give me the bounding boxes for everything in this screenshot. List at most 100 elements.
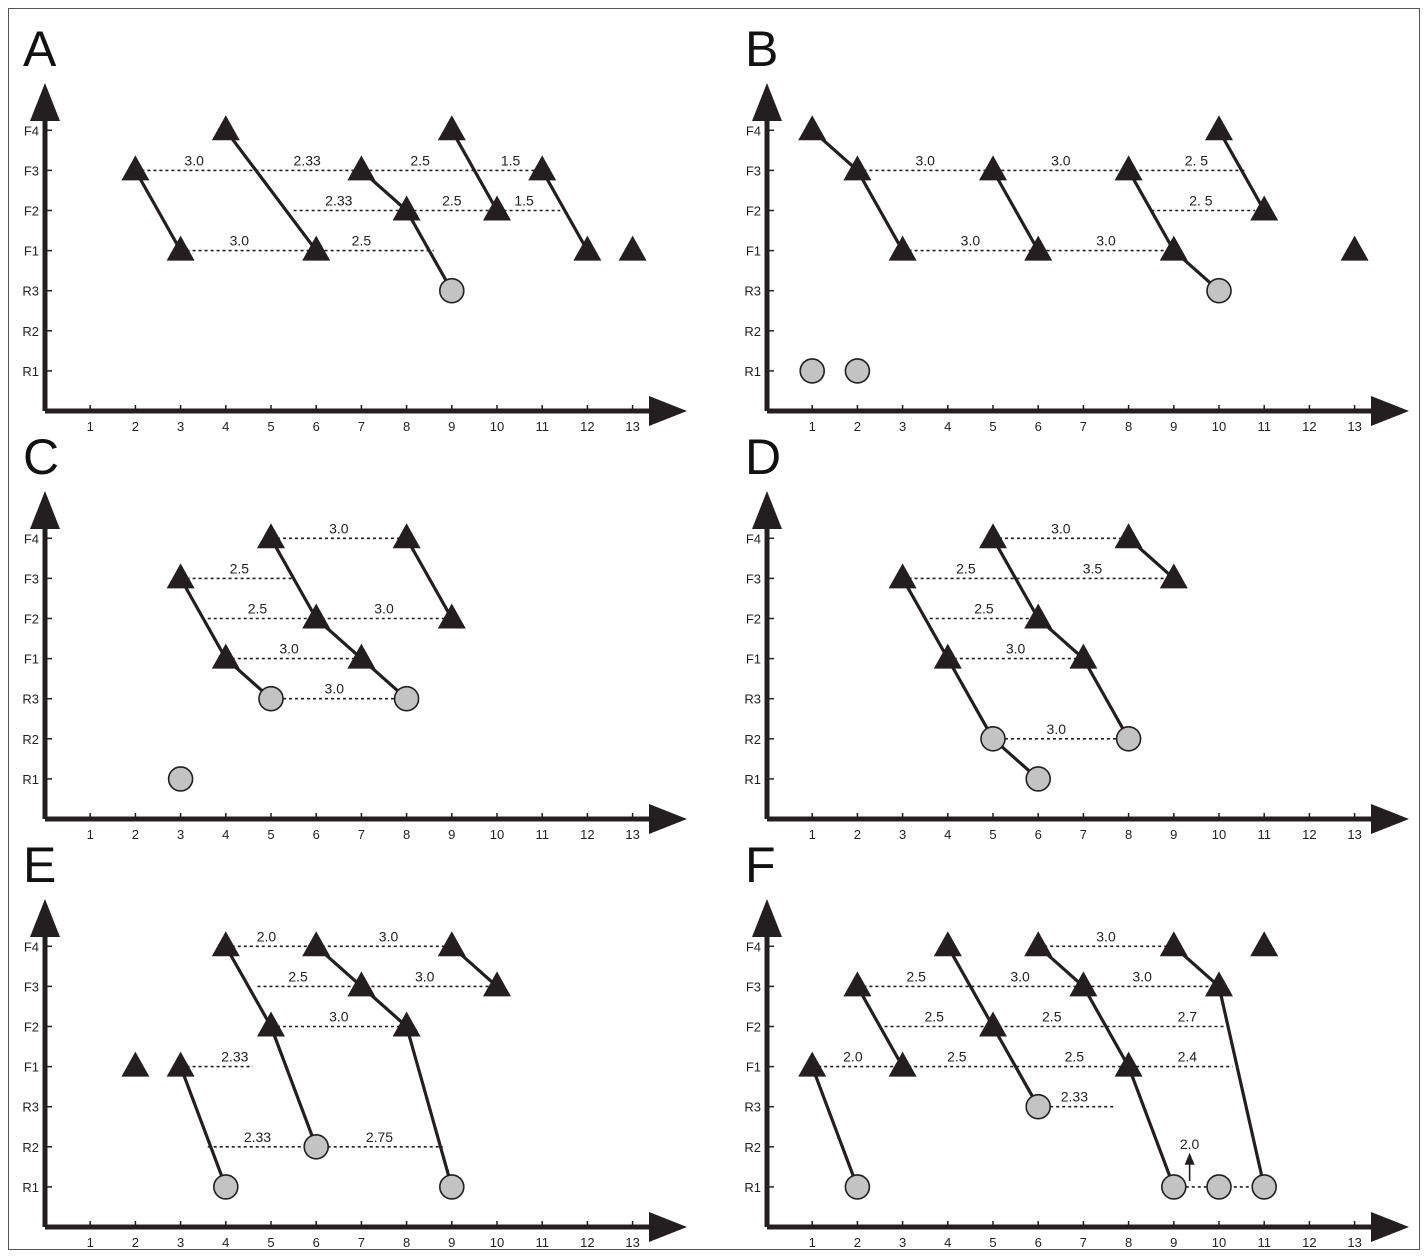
x-tick-label: 9	[1170, 419, 1177, 434]
x-axis-arrowhead	[1371, 1212, 1409, 1242]
x-tick-label: 4	[944, 419, 951, 434]
transition-line	[269, 1024, 318, 1149]
y-tick-label: R2	[744, 324, 761, 339]
triangle-marker	[302, 931, 331, 957]
y-tick-label: R3	[22, 284, 39, 299]
x-tick-label: 3	[899, 827, 906, 842]
x-tick-label: 2	[854, 419, 861, 434]
y-tick-label: R2	[744, 1140, 761, 1155]
x-tick-label: 6	[1035, 419, 1042, 434]
interval-label: 3.0	[1051, 152, 1071, 168]
x-tick-label: 3	[177, 419, 184, 434]
interval-label: 3.0	[915, 152, 935, 168]
triangle-marker	[798, 115, 827, 141]
triangle-marker	[1159, 931, 1188, 957]
interval-label: 2.33	[1061, 1089, 1088, 1105]
x-tick-label: 10	[1212, 1235, 1226, 1250]
triangle-marker	[888, 1051, 917, 1077]
transition-line	[1126, 168, 1176, 253]
circle-marker	[1206, 277, 1232, 304]
x-tick-label: 4	[222, 827, 229, 842]
x-tick-label: 13	[625, 419, 639, 434]
transition-line	[450, 128, 499, 213]
x-tick-label: 5	[267, 419, 274, 434]
triangle-marker	[1069, 643, 1098, 669]
x-tick-label: 9	[448, 827, 455, 842]
transition-line	[855, 984, 905, 1069]
y-tick-label: R1	[22, 364, 39, 379]
interval-label: 3.0	[329, 520, 349, 536]
triangle-marker	[347, 155, 376, 181]
x-tick-label: 2	[132, 1235, 139, 1250]
y-axis-arrowhead	[30, 83, 60, 121]
x-tick-label: 12	[580, 419, 594, 434]
interval-label: 3.0	[1096, 233, 1116, 249]
x-axis-arrowhead	[649, 804, 687, 834]
interval-label: 2.0	[257, 928, 277, 944]
x-tick-label: 2	[132, 419, 139, 434]
triangle-marker	[1024, 931, 1053, 957]
triangle-marker	[888, 235, 917, 261]
triangle-marker	[528, 155, 557, 181]
x-tick-label: 2	[132, 827, 139, 842]
transition-line	[179, 1064, 228, 1189]
interval-label: 2.33	[244, 1129, 271, 1145]
x-tick-label: 1	[809, 1235, 816, 1250]
y-tick-label: F3	[24, 979, 39, 994]
triangle-marker	[211, 115, 240, 141]
interval-label: 2.33	[325, 193, 352, 209]
y-tick-label: R1	[22, 1180, 39, 1195]
y-axis-arrowhead	[752, 899, 782, 937]
x-axis-arrowhead	[1371, 396, 1409, 426]
y-tick-label: F3	[746, 571, 761, 586]
interval-label: 3.0	[1132, 968, 1152, 984]
interval-label: 3.5	[1083, 560, 1103, 576]
triangle-marker	[1159, 235, 1188, 261]
y-tick-label: F1	[746, 652, 761, 667]
transition-line	[855, 168, 905, 253]
y-tick-label: R3	[744, 284, 761, 299]
interval-label: 3.0	[329, 1009, 349, 1025]
x-tick-label: 10	[1212, 827, 1226, 842]
transition-line	[946, 656, 995, 741]
transition-line	[991, 536, 1040, 621]
interval-label: 3.0	[1051, 520, 1071, 536]
interval-label: 3.0	[325, 681, 345, 697]
y-tick-label: F4	[746, 531, 761, 546]
y-tick-label: F1	[24, 652, 39, 667]
x-tick-label: 13	[1347, 827, 1361, 842]
x-tick-label: 7	[358, 419, 365, 434]
triangle-marker	[437, 115, 466, 141]
triangle-marker	[121, 155, 150, 181]
y-tick-label: F4	[24, 939, 39, 954]
x-tick-label: 13	[625, 827, 639, 842]
interval-label: 3.0	[961, 233, 981, 249]
transition-line	[991, 168, 1040, 253]
x-tick-label: 10	[490, 1235, 504, 1250]
triangle-marker	[1205, 971, 1233, 997]
x-tick-label: 5	[267, 1235, 274, 1250]
x-tick-label: 6	[313, 419, 320, 434]
y-tick-label: R1	[744, 1180, 761, 1195]
triangle-marker	[392, 195, 421, 221]
triangle-marker	[1340, 235, 1369, 261]
triangle-marker	[166, 235, 195, 261]
transition-line	[405, 536, 454, 621]
interval-label: 3.0	[1010, 968, 1030, 984]
triangle-marker	[437, 931, 466, 957]
interval-label: 2.7	[1178, 1009, 1198, 1025]
interval-label: 1.5	[501, 152, 521, 168]
x-tick-label: 13	[1347, 1235, 1361, 1250]
x-tick-label: 12	[580, 827, 594, 842]
x-axis-arrowhead	[649, 1212, 687, 1242]
x-tick-label: 4	[944, 1235, 951, 1250]
x-tick-label: 6	[1035, 1235, 1042, 1250]
y-tick-label: F4	[746, 939, 761, 954]
circle-marker	[438, 1174, 465, 1200]
triangle-marker	[933, 643, 962, 669]
